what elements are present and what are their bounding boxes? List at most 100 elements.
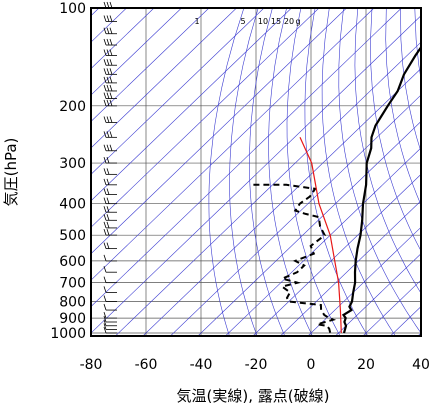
wind-barb-flag: [103, 156, 107, 164]
wind-barb-flag: [103, 168, 107, 175]
wind-barb-flag: [103, 131, 107, 138]
plot-frame: [90, 7, 422, 337]
wind-barb: [103, 59, 117, 66]
isotherm-line: [362, 279, 421, 336]
wind-barb-flag: [106, 38, 110, 46]
wind-barb: [103, 131, 117, 138]
isotherm-line: [142, 68, 421, 336]
wind-barb: [103, 99, 117, 107]
wind-barb: [103, 323, 117, 330]
dry-adiabat-line: [414, 8, 421, 81]
wind-barb-flag: [103, 312, 107, 319]
wind-barb-flag: [103, 295, 107, 302]
dry-adiabat-line: [385, 8, 421, 206]
wind-barb: [103, 303, 117, 311]
wind-barb: [103, 286, 117, 293]
wind-barb-flag: [106, 178, 110, 185]
wind-barb: [103, 92, 117, 99]
y-tick-label: 500: [59, 228, 86, 244]
x-tick-label: -40: [190, 357, 213, 373]
wind-barb-flag: [106, 188, 110, 195]
isotherm-line: [224, 147, 421, 336]
wind-barb-flag: [106, 116, 110, 123]
y-axis-title: 気圧(hPa): [2, 138, 20, 207]
y-tick-label: 800: [59, 295, 86, 311]
y-tick-label: 200: [59, 99, 86, 115]
wind-barb-flag: [103, 323, 107, 330]
wind-barb-flag: [106, 131, 110, 138]
wind-barb: [103, 116, 117, 123]
wind-barb-flag: [103, 116, 107, 123]
isotherm-line: [91, 8, 237, 149]
mixing-ratio-label: 20: [284, 17, 294, 26]
y-tick-label: 400: [59, 197, 86, 213]
wind-barb-flag: [109, 59, 113, 66]
chart-series: [253, 45, 421, 334]
wind-barb-flag: [109, 131, 113, 138]
wind-barb-flag: [106, 214, 110, 221]
wind-barb-flag: [103, 84, 107, 92]
wind-barb-flag: [106, 84, 110, 92]
mixing-ratio-label: 10: [258, 17, 268, 26]
wind-barb: [103, 221, 117, 229]
wind-barb-flag: [106, 229, 110, 236]
wind-barb: [103, 326, 117, 334]
wind-barb-flag: [106, 49, 110, 56]
wind-barb: [103, 15, 117, 22]
wind-barb-flag: [103, 59, 107, 66]
wind-barb-flag: [106, 27, 110, 34]
wind-barb-flag: [106, 15, 110, 22]
wind-barb-flag: [106, 168, 110, 175]
x-axis-title: 気温(実線), 露点(破線): [177, 387, 330, 405]
wind-barb-flag: [109, 38, 113, 46]
x-tick-label: -80: [80, 357, 103, 373]
x-tick-label: 0: [307, 357, 316, 373]
x-tick-label: 40: [412, 357, 430, 373]
wind-barb-flag: [109, 92, 113, 99]
wind-barb-flag: [109, 49, 113, 56]
wind-barb-flag: [109, 76, 113, 84]
parcel-path-line: [299, 137, 342, 334]
isotherm-line: [91, 8, 155, 69]
isotherm-line: [169, 94, 421, 336]
wind-barb-flag: [103, 242, 107, 249]
wind-barb: [103, 188, 117, 195]
wind-barb-flag: [109, 144, 113, 151]
isotherm-line: [91, 8, 320, 228]
wind-barb-flag: [103, 92, 107, 99]
wind-barb-flag: [103, 178, 107, 185]
dry-adiabat-line: [229, 8, 259, 336]
isotherm-line: [334, 253, 421, 336]
isotherm-line: [91, 8, 347, 255]
dry-adiabat-line: [338, 8, 421, 334]
wind-barb-flag: [109, 27, 113, 34]
dry-adiabat-line: [208, 8, 245, 336]
isotherm-line: [252, 173, 421, 336]
isotherm-line: [417, 332, 421, 336]
wind-barb-flag: [103, 229, 107, 236]
wind-barb-flag: [106, 76, 110, 84]
dry-adiabat-line: [304, 8, 369, 336]
wind-barb-flag: [109, 68, 113, 75]
mixing-ratio-label: g: [295, 17, 300, 26]
wind-barb-flag: [103, 276, 107, 283]
dry-adiabat-line: [400, 8, 421, 153]
dry-adiabat-line: [370, 8, 421, 252]
y-tick-label: 100: [59, 1, 86, 17]
wind-barb-flag: [109, 99, 113, 106]
wind-barb: [103, 178, 117, 186]
wind-barb-flag: [103, 188, 107, 195]
wind-barb: [103, 242, 117, 250]
dewpoint-profile-line: [253, 183, 337, 334]
wind-barb: [103, 315, 117, 323]
dry-adiabat-line: [268, 8, 313, 336]
dry-adiabat-line: [354, 8, 421, 294]
wind-barb-flag: [106, 221, 110, 229]
wind-barb-flag: [103, 214, 107, 221]
wind-barb-flag: [103, 99, 107, 106]
wind-barb: [103, 206, 117, 213]
y-tick-label: 600: [59, 254, 86, 270]
wind-barb-flag: [103, 315, 107, 323]
wind-barb-flag: [103, 27, 107, 34]
